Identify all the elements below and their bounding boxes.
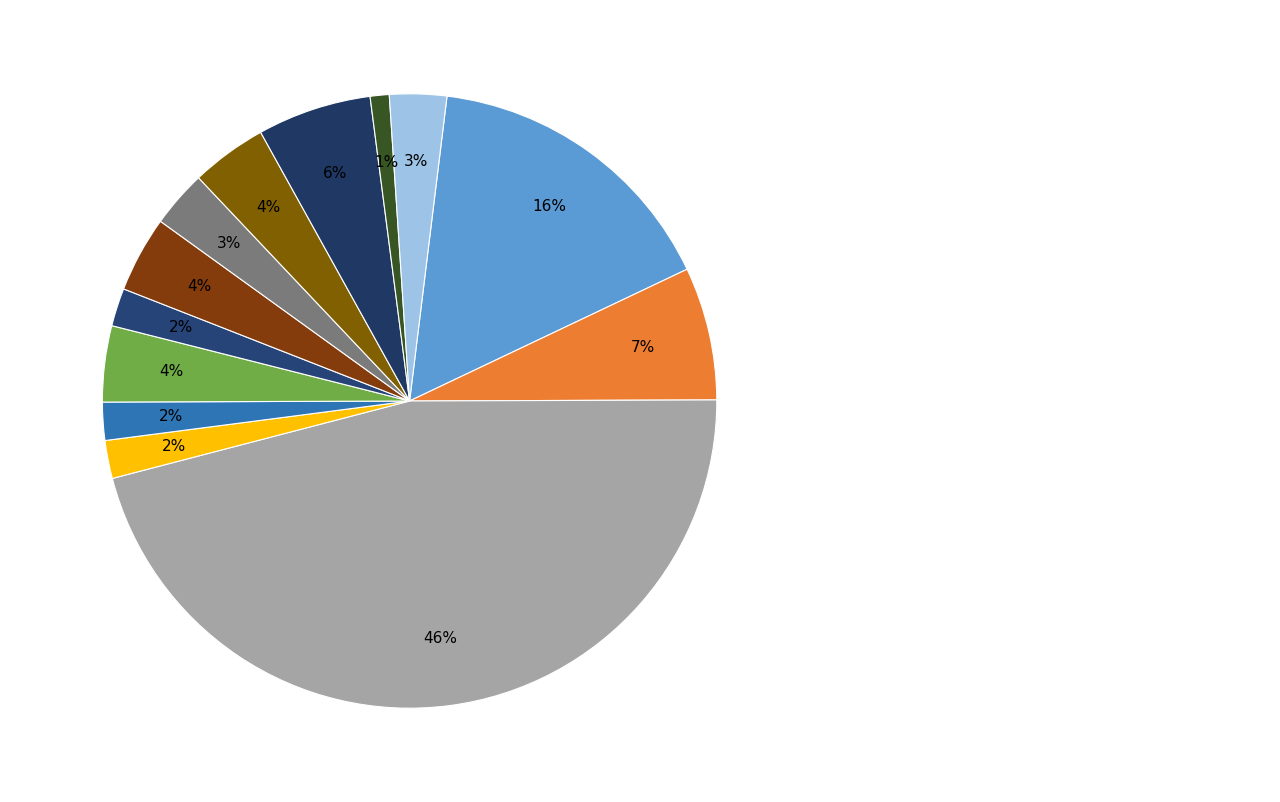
Text: 2%: 2% — [163, 439, 187, 454]
Wedge shape — [113, 400, 717, 708]
Text: 4%: 4% — [160, 364, 184, 379]
Text: 3%: 3% — [404, 154, 429, 169]
Wedge shape — [261, 96, 410, 401]
Text: 4%: 4% — [187, 279, 211, 294]
Legend: 燃料电池牵引车, 燃料电池保温车, 燃料电池城市客车, 燃料电池多功能抑尘车, 燃料电池福祉车, 燃料电池冷藏车, 燃料电池路面养护车, 燃料电池清洗车, 燃料: 燃料电池牵引车, 燃料电池保温车, 燃料电池城市客车, 燃料电池多功能抑尘车, … — [803, 229, 927, 573]
Text: 1%: 1% — [374, 155, 398, 170]
Text: 46%: 46% — [424, 631, 457, 646]
Wedge shape — [124, 221, 410, 401]
Wedge shape — [198, 132, 410, 401]
Text: 6%: 6% — [323, 166, 347, 181]
Wedge shape — [102, 326, 410, 402]
Wedge shape — [105, 401, 410, 479]
Wedge shape — [111, 289, 410, 401]
Text: 4%: 4% — [256, 200, 280, 215]
Text: 2%: 2% — [159, 409, 183, 424]
Wedge shape — [370, 95, 410, 401]
Wedge shape — [160, 178, 410, 401]
Text: 7%: 7% — [631, 340, 655, 355]
Wedge shape — [410, 96, 687, 401]
Text: 16%: 16% — [532, 199, 567, 214]
Wedge shape — [410, 269, 717, 401]
Wedge shape — [102, 401, 410, 440]
Text: 3%: 3% — [218, 236, 242, 251]
Wedge shape — [389, 94, 447, 401]
Text: 2%: 2% — [169, 320, 193, 335]
